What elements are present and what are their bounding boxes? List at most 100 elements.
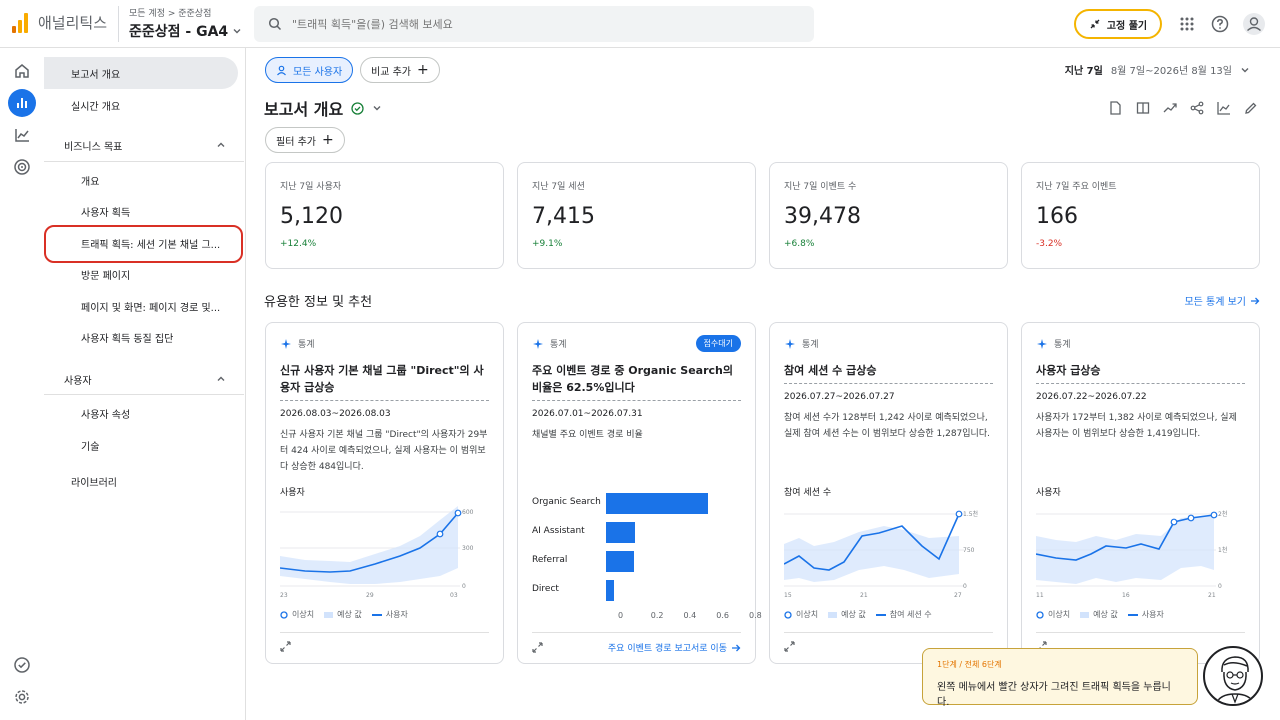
sparkle-icon — [533, 338, 543, 349]
insight-card[interactable]: 통계 신규 사용자 기본 채널 그룹 "Direct"의 사용자 급상승 202… — [265, 322, 504, 664]
search-input[interactable] — [292, 17, 772, 31]
expected-range-band — [280, 506, 458, 584]
document-icon[interactable] — [1106, 98, 1125, 117]
bar-referral[interactable] — [606, 551, 634, 572]
kpi-card-users[interactable]: 지난 7일 사용자 5,120 +12.4% — [265, 162, 504, 269]
nav-item-tech[interactable]: 기술 — [81, 441, 100, 453]
anomaly-line-chart: 600 300 0 23 29 03 — [280, 506, 474, 598]
help-icon[interactable] — [1208, 12, 1232, 36]
nav-section-business-goals[interactable]: 비즈니스 목표 — [44, 129, 244, 161]
plus-icon: + — [321, 132, 334, 148]
kpi-label: 지난 7일 이벤트 수 — [784, 182, 857, 192]
reports-icon[interactable] — [8, 89, 36, 117]
home-icon[interactable] — [8, 57, 36, 85]
series-swatch — [875, 613, 886, 616]
kpi-value: 39,478 — [784, 204, 861, 229]
y-tick-label: 0 — [963, 583, 967, 590]
insight-tag-label: 통계 — [802, 340, 819, 350]
search-bar[interactable] — [254, 6, 814, 42]
nav-item-library[interactable]: 라이브러리 — [71, 477, 117, 489]
unpin-label: 고정 풀기 — [1106, 20, 1148, 32]
x-tick-label: 0.2 — [650, 611, 664, 620]
check-circle-icon — [351, 101, 364, 115]
kpi-card-sessions[interactable]: 지난 7일 세션 7,415 +9.1% — [517, 162, 756, 269]
apps-grid-icon[interactable] — [1175, 12, 1199, 36]
explore-icon[interactable] — [8, 121, 36, 149]
property-selector[interactable]: 모든 계정 > 준준상점 준준상점 - GA4 — [118, 6, 242, 42]
anomaly-point — [955, 510, 963, 518]
expand-icon[interactable] — [532, 642, 543, 653]
plus-icon: + — [416, 62, 429, 78]
nav-item-overview-sub[interactable]: 개요 — [81, 176, 100, 188]
kpi-value: 7,415 — [532, 204, 595, 229]
admin-check-icon[interactable] — [8, 651, 36, 679]
bar-ai-assistant[interactable] — [606, 522, 635, 543]
insight-card[interactable]: 통계 참여 세션 수 급상승 2026.07.27~2026.07.27 참여 … — [769, 322, 1008, 664]
y-tick-label: 1천 — [1218, 546, 1227, 554]
insight-card[interactable]: 통계 접수대기 주요 이벤트 경로 중 Organic Search의 비율은 … — [517, 322, 762, 664]
compare-icon[interactable] — [1133, 98, 1152, 117]
settings-icon[interactable] — [8, 683, 36, 711]
expected-swatch — [324, 611, 334, 618]
x-tick-label: 15 — [784, 592, 792, 598]
share-icon[interactable] — [1187, 98, 1206, 117]
trending-icon[interactable] — [1160, 98, 1179, 117]
legend-series: 사용자 — [371, 609, 408, 620]
add-filter-chip[interactable]: 필터 추가 + — [265, 127, 345, 153]
kpi-card-key-events[interactable]: 지난 7일 주요 이벤트 166 -3.2% — [1021, 162, 1260, 269]
bar-direct[interactable] — [606, 580, 614, 601]
add-comparison-label: 비교 추가 — [371, 66, 411, 78]
series-line — [280, 512, 459, 573]
card-footer — [784, 632, 993, 652]
chart-legend: 이상치 예상 값 참여 세션 수 — [784, 609, 932, 620]
x-tick-label: 21 — [1208, 592, 1216, 598]
chevron-down-icon[interactable] — [372, 103, 382, 113]
view-all-insights-link[interactable]: 모든 통계 보기 — [1184, 293, 1260, 308]
legend-label: 참여 세션 수 — [889, 610, 932, 619]
page-title: 보고서 개요 — [264, 100, 344, 119]
nav-section-user[interactable]: 사용자 — [44, 363, 244, 395]
kpi-change: -3.2% — [1036, 239, 1063, 249]
add-comparison-chip[interactable]: 비교 추가 + — [360, 57, 440, 83]
nav-item-pages-screens[interactable]: 페이지 및 화면: 페이지 경로 및... — [81, 302, 221, 314]
x-tick-label: 03 — [450, 592, 458, 598]
chevron-up-icon — [217, 142, 225, 147]
kpi-value: 166 — [1036, 204, 1078, 229]
nav-item-user-attributes[interactable]: 사용자 속성 — [81, 409, 131, 421]
edit-pencil-icon[interactable] — [1241, 98, 1260, 117]
insight-title: 사용자 급상승 — [1036, 362, 1245, 384]
all-users-chip[interactable]: 모든 사용자 — [265, 57, 354, 83]
expand-icon[interactable] — [280, 641, 291, 652]
tutorial-step: 1단계 / 전체 6단계 — [937, 660, 1002, 669]
expected-range-band — [1036, 514, 1214, 584]
key-event-path-report-link[interactable]: 주요 이벤트 경로 보고서로 이동 — [608, 641, 741, 654]
x-tick-label: 0.8 — [749, 611, 762, 620]
series-line — [784, 513, 960, 571]
nav-item-traffic-acquisition[interactable]: 트래픽 획득: 세션 기본 채널 그... — [81, 239, 221, 251]
unpin-button[interactable]: 고정 풀기 — [1074, 9, 1162, 39]
bar-label: Organic Search — [532, 497, 601, 507]
chart-label: 참여 세션 수 — [784, 488, 832, 498]
nav-item-realtime[interactable]: 실시간 개요 — [71, 101, 121, 113]
insight-date: 2026.07.01~2026.07.31 — [532, 409, 643, 419]
x-tick-label: 11 — [1036, 592, 1044, 598]
insight-body: 사용자가 172부터 1,382 사이로 예측되었으나, 실제 사용자는 이 범… — [1036, 413, 1237, 439]
bar-organic-search[interactable] — [606, 493, 708, 514]
kpi-card-events[interactable]: 지난 7일 이벤트 수 39,478 +6.8% — [769, 162, 1008, 269]
insight-card[interactable]: 통계 사용자 급상승 2026.07.22~2026.07.22 사용자가 17… — [1021, 322, 1260, 664]
nav-item-user-cohort[interactable]: 사용자 획득 동질 집단 — [81, 333, 174, 345]
nav-item-overview[interactable]: 보고서 개요 — [44, 57, 238, 89]
insights-icon[interactable] — [1214, 98, 1233, 117]
app-name: 애널리틱스 — [38, 14, 108, 32]
expand-icon[interactable] — [784, 641, 795, 652]
nav-item-user-acquisition[interactable]: 사용자 획득 — [81, 207, 131, 219]
date-range-picker[interactable]: 지난 7일 8월 7일~2026년 8월 13일 — [1065, 62, 1250, 77]
legend-outlier: 이상치 — [1036, 609, 1070, 620]
advertising-icon[interactable] — [8, 153, 36, 181]
nav-section-label: 비즈니스 목표 — [64, 141, 123, 153]
account-avatar-icon[interactable] — [1242, 12, 1266, 36]
nav-item-landing-page[interactable]: 방문 페이지 — [81, 270, 131, 282]
insight-title: 참여 세션 수 급상승 — [784, 362, 993, 384]
nav-section-label: 사용자 — [64, 375, 92, 387]
analytics-logo[interactable]: 애널리틱스 — [12, 12, 107, 33]
